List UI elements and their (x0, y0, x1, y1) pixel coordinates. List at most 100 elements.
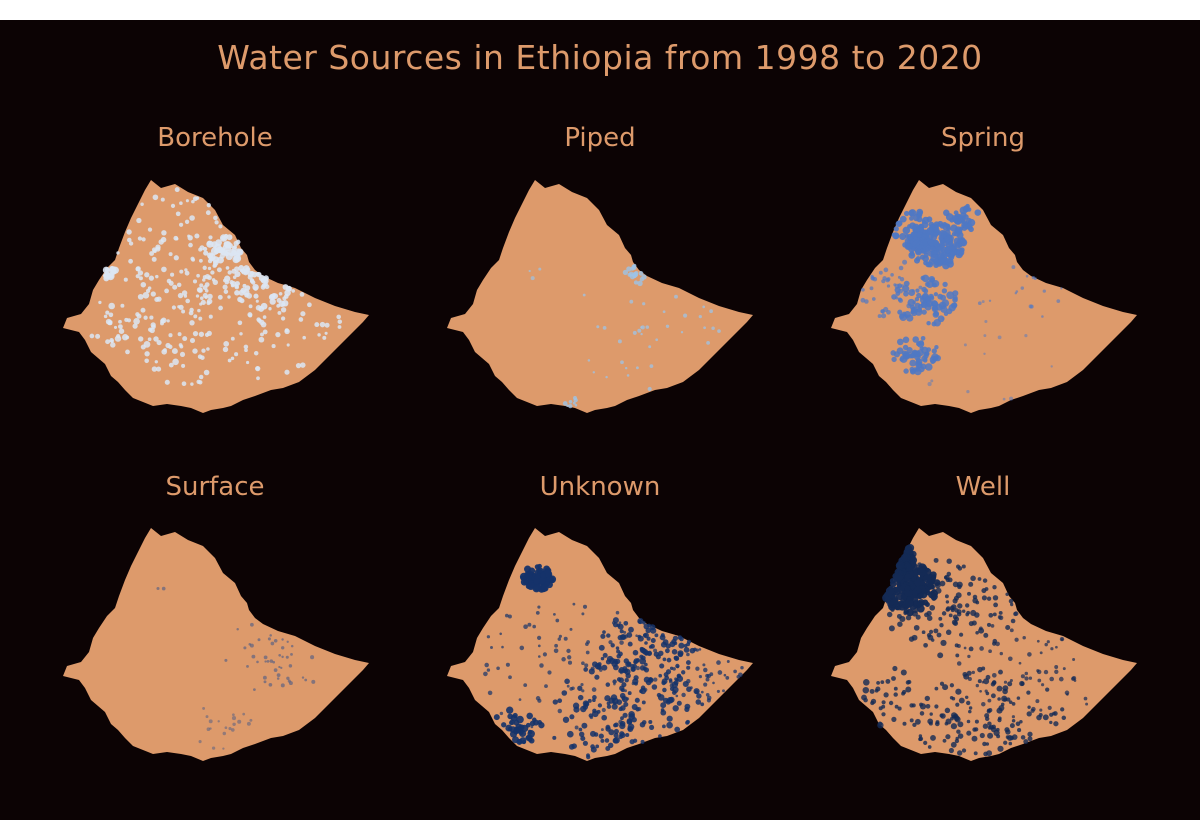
water-point (916, 307, 923, 313)
water-point (657, 694, 665, 701)
water-point (944, 707, 951, 714)
water-point (253, 688, 256, 691)
water-point (223, 241, 231, 248)
water-point (992, 585, 997, 590)
water-point (963, 343, 967, 347)
water-point (633, 675, 639, 681)
water-point (987, 698, 992, 703)
water-point (487, 690, 493, 696)
water-point (717, 670, 723, 675)
water-point (587, 359, 591, 362)
water-point (512, 736, 519, 744)
water-point (725, 676, 730, 680)
water-point (507, 726, 513, 732)
water-point (143, 341, 151, 348)
water-point (955, 218, 962, 225)
water-point (648, 345, 652, 349)
water-point (968, 646, 974, 652)
water-point (123, 277, 128, 282)
water-point (916, 340, 925, 348)
water-point (523, 683, 528, 687)
water-point (1007, 681, 1013, 687)
water-point (281, 638, 284, 641)
water-point (276, 677, 280, 680)
water-point (1050, 647, 1054, 651)
water-point (695, 699, 702, 705)
water-point (893, 283, 897, 287)
water-point (726, 660, 730, 663)
country-outline (63, 180, 369, 413)
water-point (1010, 602, 1014, 607)
water-point (218, 305, 223, 311)
water-point (1039, 651, 1043, 655)
water-point (1073, 679, 1077, 682)
water-point (204, 332, 210, 338)
water-point (644, 641, 648, 645)
water-point (703, 682, 708, 687)
water-point (984, 319, 988, 324)
water-point (253, 350, 259, 356)
water-point (567, 655, 572, 660)
water-point (653, 648, 658, 653)
water-point (177, 292, 184, 299)
water-point (641, 700, 646, 705)
water-point (1008, 741, 1013, 746)
water-point (258, 336, 265, 343)
water-point (582, 604, 588, 609)
water-point (562, 401, 568, 406)
water-point (637, 620, 642, 624)
water-point (513, 727, 520, 734)
water-point (966, 719, 971, 724)
water-point (662, 310, 666, 314)
water-point (983, 334, 987, 338)
water-point (957, 566, 963, 571)
water-point (979, 689, 982, 693)
water-point (634, 270, 639, 275)
water-point (224, 275, 231, 282)
water-point (616, 653, 622, 659)
water-point (963, 673, 970, 680)
water-point (666, 721, 673, 729)
water-point (951, 604, 957, 610)
water-point (137, 270, 144, 276)
water-point (890, 273, 894, 277)
water-point (210, 270, 215, 275)
water-point (684, 706, 690, 713)
water-point (953, 713, 959, 719)
water-point (637, 635, 644, 642)
water-point (486, 668, 491, 672)
water-point (1054, 669, 1059, 674)
water-point (281, 655, 284, 659)
water-point (951, 696, 956, 701)
water-point (568, 403, 573, 409)
water-point (620, 716, 624, 721)
water-point (612, 658, 618, 664)
water-point (507, 614, 512, 619)
water-point (108, 312, 114, 318)
water-point (896, 347, 904, 355)
water-point (903, 291, 909, 297)
water-point (206, 298, 213, 305)
water-point (626, 662, 631, 667)
water-point (166, 319, 170, 323)
water-point (624, 366, 628, 370)
water-point (198, 380, 203, 385)
water-point (668, 696, 675, 703)
water-point (126, 229, 132, 235)
water-point (198, 740, 202, 744)
water-point (975, 631, 979, 635)
water-point (206, 347, 210, 351)
water-point (933, 226, 940, 234)
water-point (557, 708, 563, 714)
water-point (897, 309, 903, 315)
water-point (933, 628, 939, 634)
water-point (965, 612, 970, 617)
water-point (255, 299, 259, 303)
water-point (243, 271, 248, 276)
water-point (243, 289, 250, 296)
water-point (499, 711, 504, 716)
water-point (986, 596, 992, 601)
water-point (957, 733, 964, 739)
water-point (528, 729, 532, 733)
water-point (956, 729, 961, 734)
